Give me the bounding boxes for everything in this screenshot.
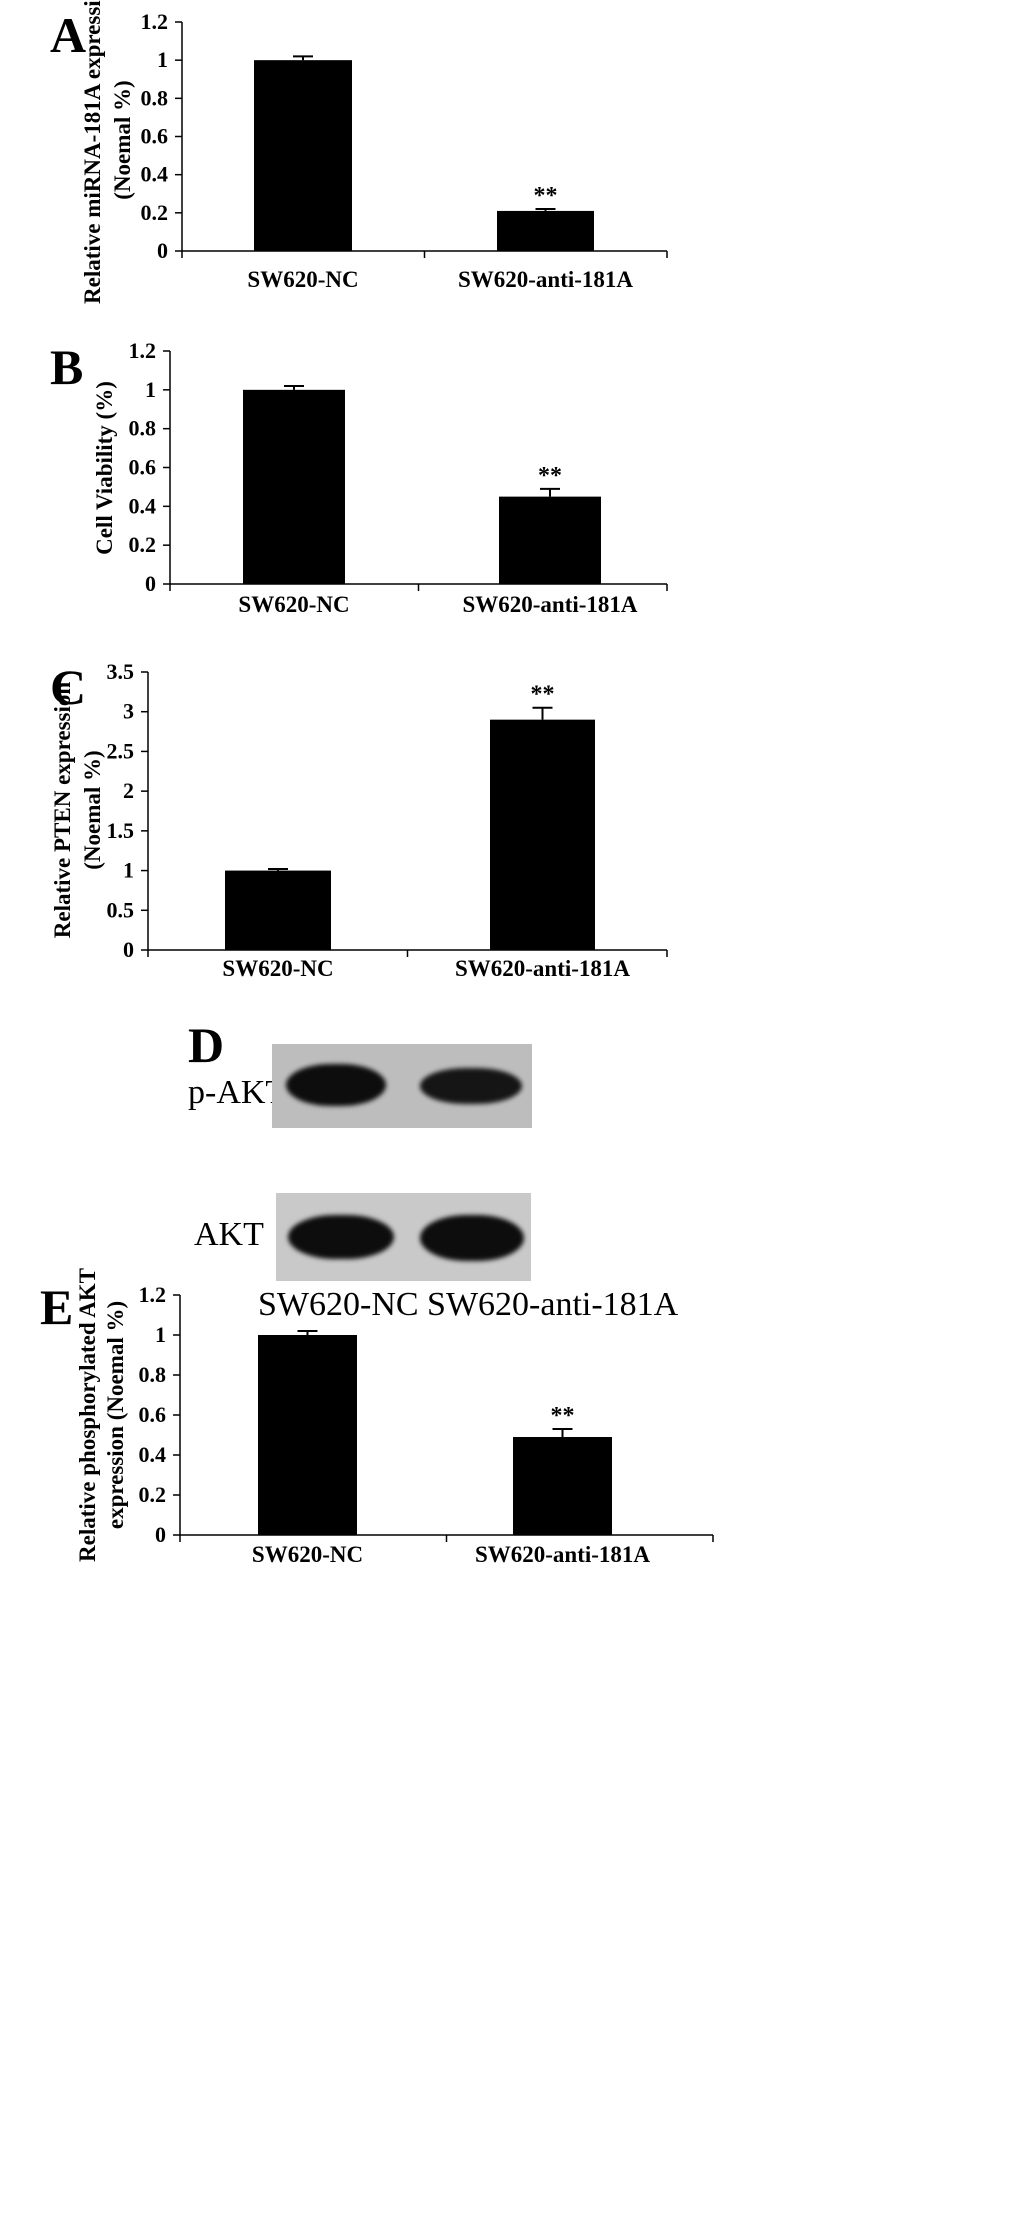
bar [254, 60, 352, 251]
y-tick-label: 1 [123, 858, 134, 883]
blot-band [420, 1215, 524, 1261]
y-tick-label: 0.2 [139, 1482, 167, 1507]
y-axis-label: Cell Viability (%) [92, 381, 117, 555]
panel-letter: D [188, 1017, 225, 1073]
y-tick-label: 1 [155, 1322, 166, 1347]
significance-label: ** [538, 463, 562, 489]
y-tick-label: 1 [157, 47, 168, 72]
panel-a: A 0 0.2 0.4 0.6 0.8 1 1.2 SW620-NC ** SW620-anti-… [0, 0, 1036, 440]
bar-chart-c: 0 0.5 1 1.5 2 2.5 3 3.5 SW620-NC ** SW620-anti-181… [50, 659, 668, 981]
y-tick-label: 1.5 [107, 818, 135, 843]
y-tick-label: 0 [157, 238, 168, 263]
y-tick-label: 0 [145, 571, 156, 596]
bar [499, 496, 601, 584]
panel-c: C 0 0.5 1 1.5 2 2.5 3 3.5 SW620-NC ** SW620-anti-1… [0, 640, 1036, 1130]
blot-strip-p-akt [272, 1044, 532, 1128]
y-tick-label: 2 [123, 778, 134, 803]
y-axis-label: Relative PTEN expression [50, 682, 75, 939]
category-label: SW620-anti-181A [462, 592, 637, 617]
category-label: SW620-anti-181A [458, 267, 633, 292]
bar [490, 719, 595, 950]
panel-letter: C [50, 659, 87, 715]
category-label: SW620-NC [252, 1542, 363, 1567]
y-axis-label: Relative phosphorylated AKT [75, 1268, 100, 1562]
blot-band [420, 1068, 522, 1104]
blot-row-label: p-AKT [188, 1074, 287, 1111]
y-tick-label: 1 [145, 377, 156, 402]
panel-letter: E [40, 1279, 74, 1335]
y-tick-label: 2.5 [107, 738, 135, 763]
panel-letter: A [50, 7, 87, 63]
y-tick-label: 0.6 [129, 455, 157, 480]
bar [258, 1335, 357, 1535]
y-tick-label: 0.8 [139, 1362, 167, 1387]
category-label: SW620-NC [247, 267, 358, 292]
y-tick-label: 0 [123, 937, 134, 962]
y-tick-label: 0.6 [139, 1402, 167, 1427]
y-tick-label: 0.4 [129, 493, 157, 518]
blot-band [286, 1064, 386, 1106]
significance-label: ** [531, 682, 555, 708]
blot-strip-akt [276, 1193, 531, 1281]
blot-lane-caption: SW620-NC SW620-anti-181A [258, 1286, 679, 1323]
y-axis-label: Relative miRNA-181A expression [80, 0, 105, 304]
y-tick-label: 0.5 [107, 897, 135, 922]
y-tick-label: 3.5 [107, 659, 135, 684]
y-tick-label: 0.4 [141, 162, 169, 187]
category-label: SW620-NC [238, 592, 349, 617]
y-tick-label: 3 [123, 699, 134, 724]
y-tick-label: 0.2 [141, 200, 169, 225]
bar [243, 389, 345, 584]
blot-row-label: AKT [194, 1216, 264, 1253]
bar-chart-a: 0 0.2 0.4 0.6 0.8 1 1.2 SW620-NC ** SW620-anti-18… [80, 0, 668, 304]
y-tick-label: 1.2 [129, 338, 157, 363]
category-label: SW620-anti-181A [455, 956, 630, 981]
y-axis-label: expression (Noemal %) [103, 1301, 128, 1529]
bar [513, 1437, 612, 1535]
panel-e: E 0 0.2 0.4 0.6 0.8 1 1.2 SW620-NC ** SW620-anti-… [0, 1262, 1036, 1648]
y-tick-label: 0.2 [129, 532, 157, 557]
category-label: SW620-NC [222, 956, 333, 981]
significance-label: ** [534, 183, 558, 209]
y-axis-label: (Noemal %) [110, 80, 135, 199]
category-label: SW620-anti-181A [475, 1542, 650, 1567]
y-tick-label: 0 [155, 1522, 166, 1547]
bar-chart-b: 0 0.2 0.4 0.6 0.8 1 1.2 SW620-NC ** SW620-anti-18… [92, 338, 668, 617]
y-axis-label: (Noemal %) [80, 750, 105, 869]
panel-b: B 0 0.2 0.4 0.6 0.8 1 1.2 SW620-NC ** SW620-anti-… [0, 330, 1036, 760]
bar [497, 210, 594, 251]
y-tick-label: 0.8 [129, 416, 157, 441]
y-tick-label: 0.8 [141, 85, 169, 110]
bar-chart-e: 0 0.2 0.4 0.6 0.8 1 1.2 SW620-NC ** SW620-anti-18… [75, 1268, 714, 1567]
panel-d-western-blot: D p-AKT AKT SW620-NC SW620-anti-181A [0, 1010, 1036, 1390]
y-tick-label: 1.2 [141, 9, 169, 34]
blot-band [288, 1215, 394, 1259]
bar [225, 870, 331, 950]
y-tick-label: 0.6 [141, 124, 169, 149]
panel-letter: B [50, 339, 84, 395]
y-tick-label: 0.4 [139, 1442, 167, 1467]
significance-label: ** [551, 1403, 575, 1429]
y-tick-label: 1.2 [139, 1282, 167, 1307]
